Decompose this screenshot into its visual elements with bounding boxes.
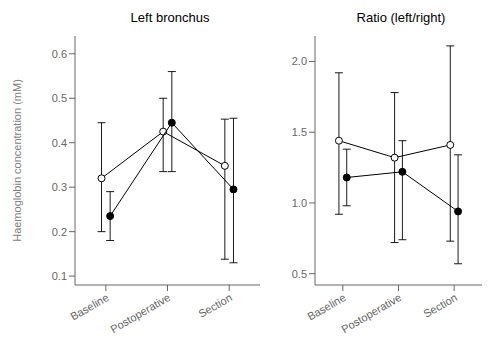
svg-text:Postoperative: Postoperative <box>339 291 403 335</box>
svg-text:0.1: 0.1 <box>52 270 67 282</box>
svg-text:Baseline: Baseline <box>305 291 348 322</box>
svg-text:0.5: 0.5 <box>292 268 307 280</box>
svg-text:0.3: 0.3 <box>52 181 67 193</box>
svg-text:Section: Section <box>196 291 234 320</box>
html-text:Ratio (left/right): Ratio (left/right) <box>356 10 446 25</box>
svg-text:Section: Section <box>421 291 459 320</box>
svg-text:1.5: 1.5 <box>292 126 307 138</box>
svg-text:0.5: 0.5 <box>52 92 67 104</box>
svg-text:Postoperative: Postoperative <box>108 291 172 335</box>
svg-text:Haemoglobin concentration (mM): Haemoglobin concentration (mM) <box>11 79 23 242</box>
html-text:Left bronchus: Left bronchus <box>130 10 210 25</box>
svg-text:2.0: 2.0 <box>292 55 307 67</box>
svg-text:0.2: 0.2 <box>52 226 67 238</box>
svg-text:1.0: 1.0 <box>292 197 307 209</box>
svg-text:0.4: 0.4 <box>52 137 67 149</box>
svg-text:Baseline: Baseline <box>68 291 111 322</box>
svg-text:0.6: 0.6 <box>52 48 67 60</box>
